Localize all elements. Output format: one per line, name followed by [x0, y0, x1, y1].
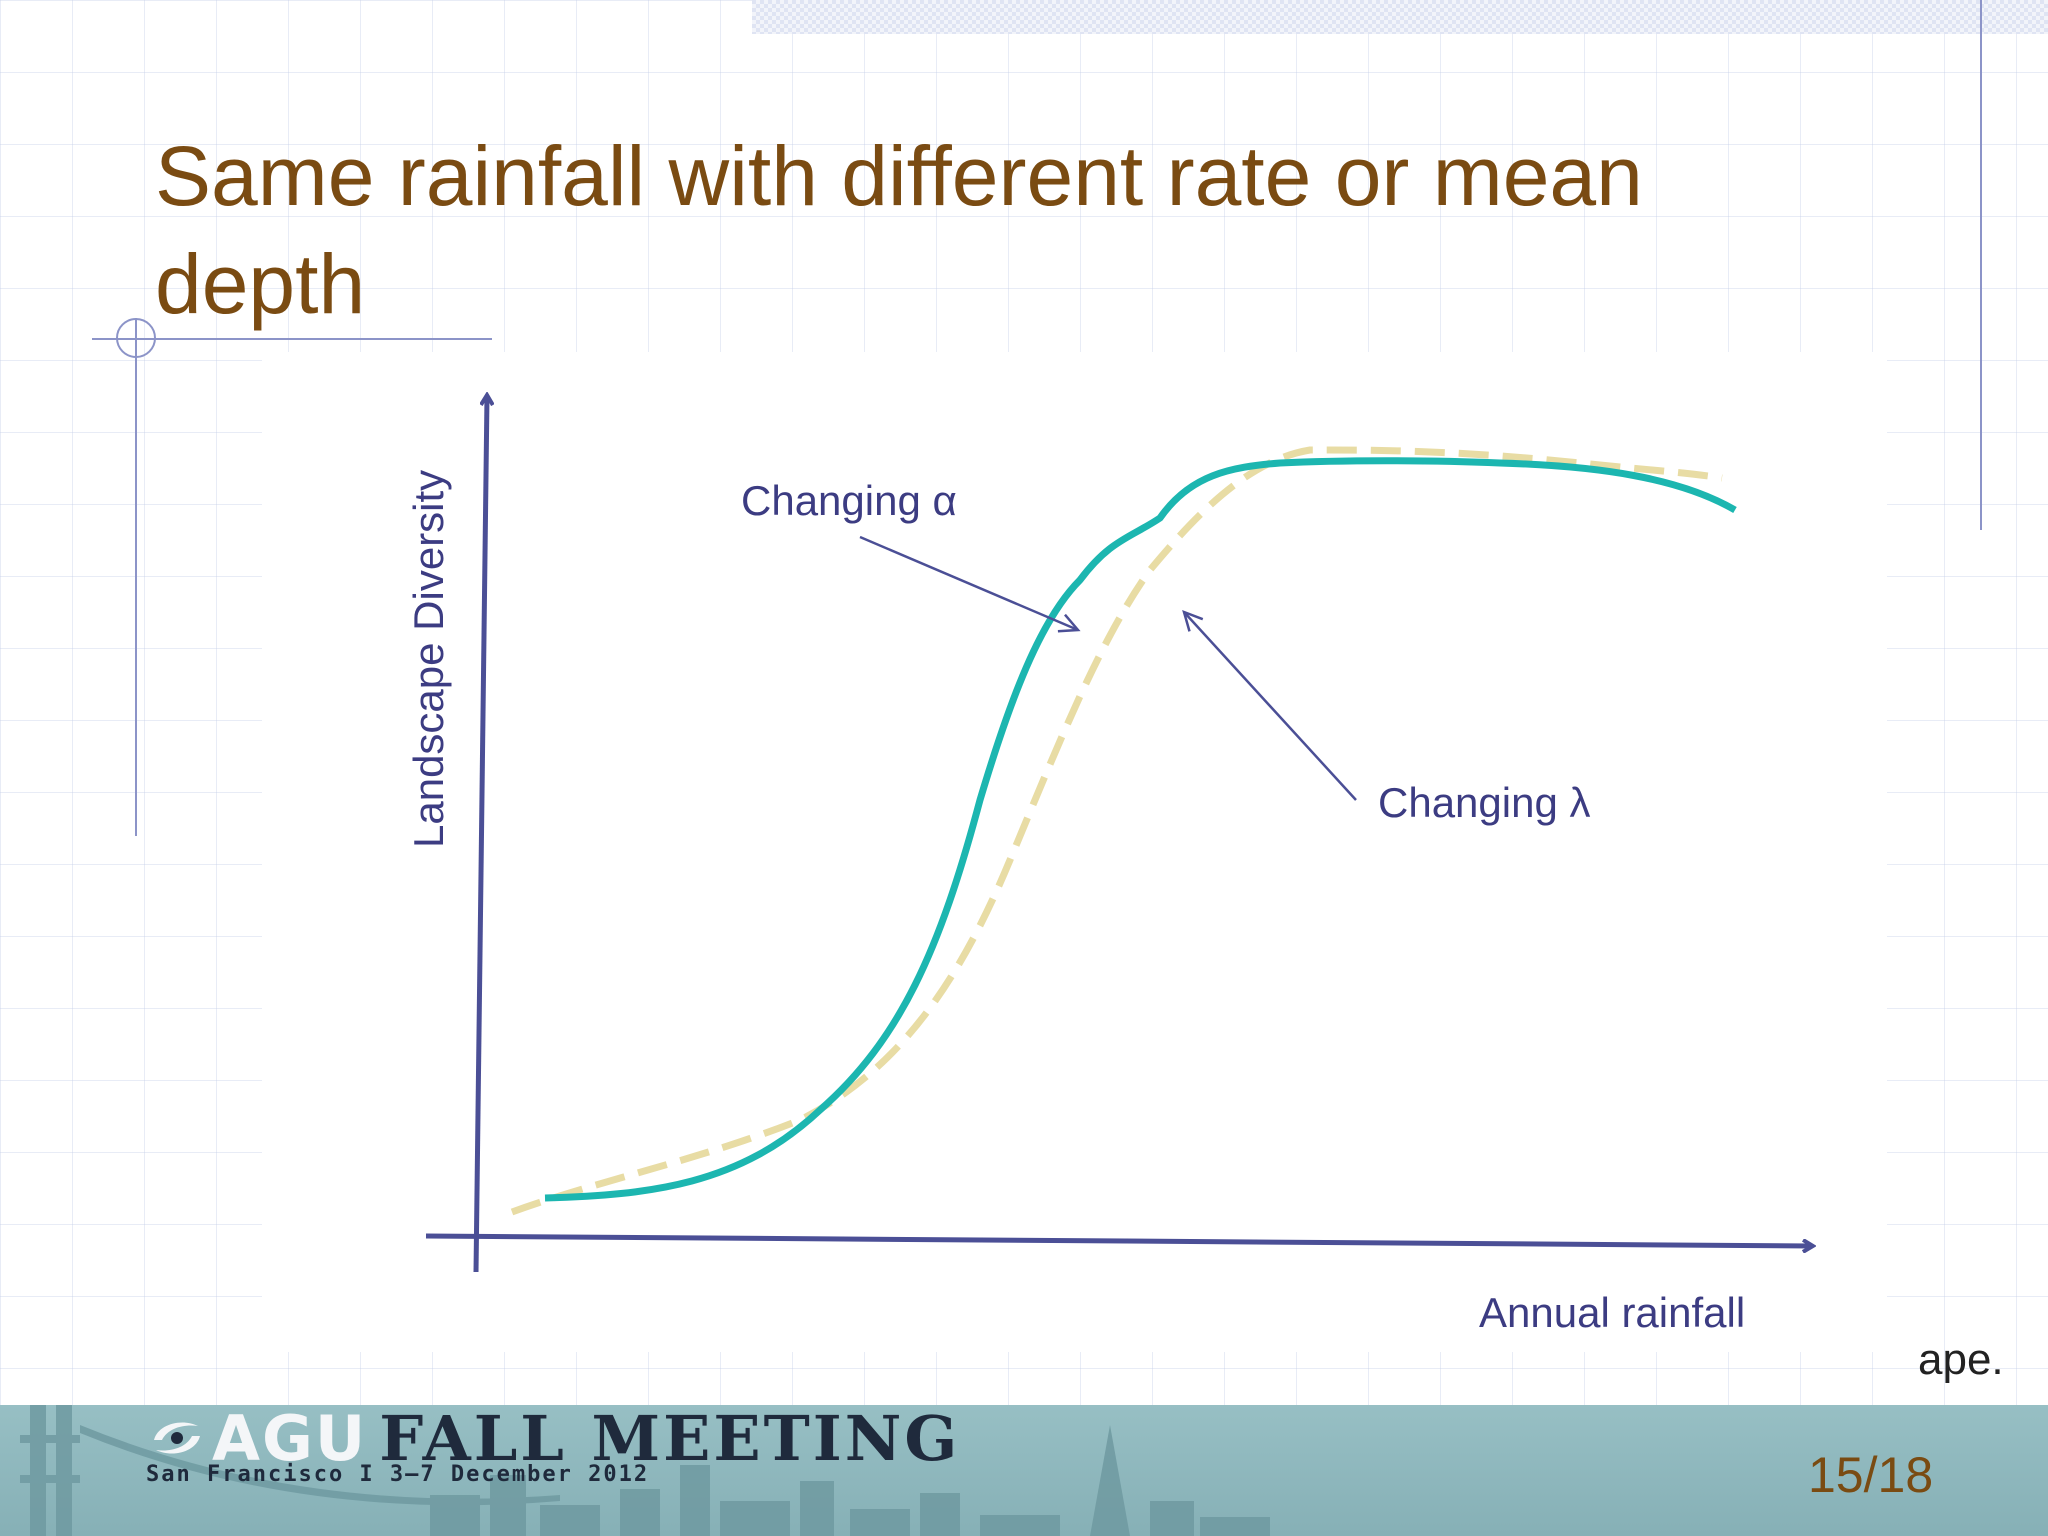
diagram-panel — [262, 352, 1887, 1352]
alpha-annotation: Changing α — [741, 477, 957, 524]
lambda-annotation: Changing λ — [1378, 779, 1590, 826]
truncated-body-text: ape. — [1918, 1335, 2004, 1384]
brand-meeting-text: FALL MEETING — [379, 1401, 961, 1475]
brand-agu-text: AGU — [212, 1401, 368, 1475]
alpha-curve — [544, 457, 1737, 1202]
title-underline-rule — [92, 338, 492, 340]
brand-subtitle: San Francisco I 3–7 December 2012 — [146, 1462, 650, 1487]
footer-banner — [0, 1405, 2048, 1536]
top-decorative-band — [752, 0, 2048, 34]
rainfall-diversity-diagram: Changing α Changing λ Annual rainfall La… — [405, 0, 2048, 1336]
x-axis — [425, 1233, 1812, 1246]
agu-swirl-icon — [154, 1422, 200, 1454]
agu-logo: AGU FALL MEETING — [148, 1402, 960, 1475]
title-circle-ornament — [116, 318, 156, 358]
lambda-pointer — [1182, 609, 1357, 801]
left-decorative-rule — [135, 318, 137, 836]
page-number: 15/18 — [1808, 1447, 1934, 1503]
city-skyline-icon — [20, 1405, 1270, 1536]
right-decorative-rule — [1980, 0, 1982, 530]
y-axis-label: Landscape Diversity — [405, 470, 452, 848]
y-axis — [473, 396, 487, 1273]
lambda-curve — [510, 446, 1723, 1216]
alpha-pointer — [859, 535, 1081, 633]
slide-title: Same rainfall with different rate or mea… — [155, 129, 1643, 331]
x-axis-label: Annual rainfall — [1479, 1289, 1745, 1336]
